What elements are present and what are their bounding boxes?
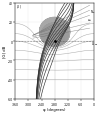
Text: $G_{0\mathrm{dB}}$: $G_{0\mathrm{dB}}$	[91, 40, 98, 47]
Text: $\omega_c$: $\omega_c$	[87, 17, 92, 24]
Y-axis label: |G| dB: |G| dB	[2, 45, 6, 57]
Text: $|G|$: $|G|$	[16, 3, 22, 10]
X-axis label: φ (degrees): φ (degrees)	[43, 107, 66, 111]
Text: $N_\varphi$: $N_\varphi$	[90, 8, 95, 15]
